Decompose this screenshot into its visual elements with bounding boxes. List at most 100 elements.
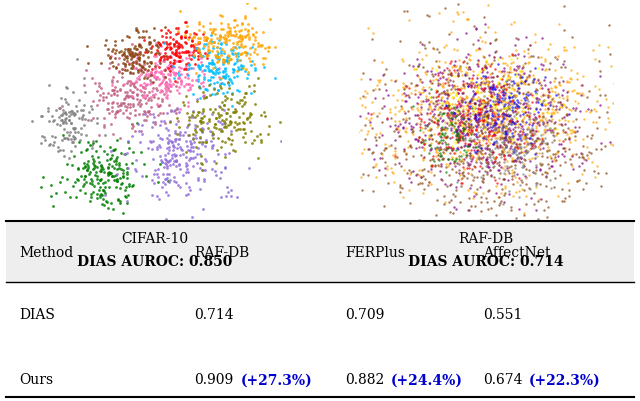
Point xyxy=(108,207,118,213)
Point xyxy=(418,140,428,146)
Point xyxy=(192,97,202,103)
Point xyxy=(444,123,454,129)
Point xyxy=(500,163,510,170)
Point xyxy=(512,106,522,112)
Point xyxy=(162,41,172,48)
Point xyxy=(558,139,568,145)
Point xyxy=(500,116,511,123)
Point xyxy=(476,194,486,200)
Point xyxy=(196,56,206,62)
Point xyxy=(415,180,426,186)
Point xyxy=(511,180,522,186)
Point xyxy=(426,140,436,147)
Point xyxy=(492,129,502,136)
Point xyxy=(174,50,184,56)
Point xyxy=(506,69,516,76)
Point xyxy=(397,57,407,63)
Point xyxy=(231,54,241,61)
Point xyxy=(154,154,164,160)
Point xyxy=(211,115,221,122)
Point xyxy=(407,130,417,136)
Point xyxy=(205,61,216,67)
Point xyxy=(523,92,533,99)
Point xyxy=(442,104,452,110)
Point xyxy=(136,65,146,72)
Point xyxy=(496,181,506,187)
Point xyxy=(212,91,223,97)
Point xyxy=(223,53,233,59)
Point xyxy=(176,79,186,86)
Point xyxy=(511,215,521,222)
Point xyxy=(220,67,230,73)
Point xyxy=(69,136,79,143)
Point xyxy=(92,176,102,183)
Point xyxy=(100,95,111,101)
Point xyxy=(89,183,99,190)
Point xyxy=(140,112,150,118)
Point xyxy=(415,119,426,125)
Point xyxy=(510,53,520,59)
Point xyxy=(161,161,172,168)
Point xyxy=(145,39,155,46)
Point xyxy=(191,124,202,130)
Point xyxy=(540,228,550,235)
Point xyxy=(244,51,255,58)
Point xyxy=(458,134,468,140)
Point xyxy=(438,202,449,208)
Point xyxy=(417,41,428,48)
Point xyxy=(460,81,470,87)
Point xyxy=(406,104,416,111)
Point xyxy=(109,178,119,184)
Point xyxy=(352,126,362,132)
Point xyxy=(215,33,225,40)
Point xyxy=(536,161,547,167)
Point xyxy=(495,82,506,89)
Point xyxy=(554,122,564,128)
Point xyxy=(458,108,468,115)
Point xyxy=(139,67,149,73)
Point xyxy=(454,109,464,115)
Point xyxy=(440,131,451,137)
Point xyxy=(160,81,170,88)
Point xyxy=(499,81,509,87)
Point xyxy=(117,52,127,59)
Point xyxy=(498,61,508,67)
Point xyxy=(183,81,193,88)
Point xyxy=(500,112,510,119)
Point xyxy=(579,167,589,174)
Point xyxy=(175,130,185,136)
Point xyxy=(170,130,180,137)
Point xyxy=(154,103,164,110)
Point xyxy=(186,140,196,147)
Point xyxy=(256,113,266,119)
Point xyxy=(500,142,510,149)
Point xyxy=(512,152,522,159)
Point xyxy=(509,20,520,26)
Point xyxy=(157,74,168,80)
Point xyxy=(502,113,513,119)
Point xyxy=(143,98,153,104)
Point xyxy=(438,138,448,144)
Point xyxy=(493,108,503,115)
Point xyxy=(179,49,189,56)
Point xyxy=(111,109,121,116)
Point xyxy=(557,88,568,94)
Point xyxy=(401,99,411,105)
Point xyxy=(212,66,222,73)
Point xyxy=(488,81,498,87)
Point xyxy=(483,101,493,107)
Point xyxy=(454,136,465,143)
Point xyxy=(171,179,181,186)
Point xyxy=(481,66,491,72)
Point xyxy=(177,148,187,154)
Point xyxy=(517,75,527,81)
Point xyxy=(492,99,502,105)
Point xyxy=(218,139,228,145)
Point xyxy=(334,44,344,50)
Point xyxy=(360,95,370,101)
Point xyxy=(168,158,179,164)
Point xyxy=(490,175,500,181)
Point xyxy=(420,123,430,129)
Point xyxy=(463,117,473,123)
Point xyxy=(248,83,259,89)
